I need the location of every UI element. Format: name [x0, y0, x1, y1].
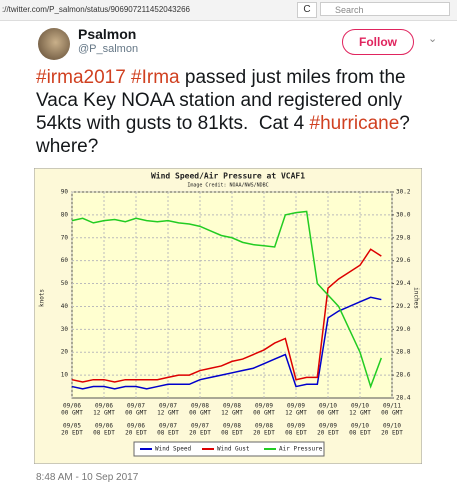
- follow-button[interactable]: Follow: [342, 29, 414, 55]
- hashtag[interactable]: #Irma: [125, 67, 180, 88]
- y-tick-label: 50: [61, 280, 69, 287]
- x-tick-gmt: 00 GMT: [317, 410, 339, 417]
- avatar[interactable]: [38, 28, 70, 60]
- x-tick-label: 09/09: [287, 403, 305, 410]
- user-handle[interactable]: @P_salmon: [78, 43, 139, 55]
- x-tick-edt-time: 08 EDT: [285, 430, 307, 437]
- text-segment: ? where?: [36, 113, 416, 157]
- y2-tick-label: 29.8: [396, 234, 411, 241]
- x-tick-label: 09/07: [159, 403, 177, 410]
- x-tick-edt-date: 09/07: [191, 423, 209, 430]
- x-tick-edt-time: 20 EDT: [317, 430, 339, 437]
- x-tick-gmt: 12 GMT: [157, 410, 179, 417]
- x-tick-label: 09/06: [63, 403, 81, 410]
- x-tick-edt-time: 08 EDT: [157, 430, 179, 437]
- legend-box: [133, 441, 325, 457]
- menu-chevron[interactable]: ⌄: [428, 33, 438, 45]
- series-line: [71, 210, 383, 389]
- x-tick-label: 09/07: [127, 403, 145, 410]
- y-axis-label: knots: [39, 289, 46, 307]
- y2-tick-label: 29.6: [396, 257, 411, 264]
- x-tick-edt-time: 20 EDT: [125, 430, 147, 437]
- chart-subtitle: Image Credit: NOAA/NWS/NDBC: [187, 183, 268, 189]
- timestamp[interactable]: 8:48 AM - 10 Sep 2017: [36, 472, 139, 483]
- plot-area: [71, 191, 393, 399]
- x-tick-gmt: 12 GMT: [221, 410, 243, 417]
- x-tick-edt-time: 20 EDT: [253, 430, 275, 437]
- hashtag[interactable]: #hurricane: [309, 113, 400, 134]
- chart-title: Wind Speed/Air Pressure at VCAF1: [151, 171, 305, 181]
- text-segment: passed just miles from the Vaca Key NOAA…: [36, 67, 411, 134]
- x-tick-edt-date: 09/09: [319, 423, 337, 430]
- x-tick-gmt: 12 GMT: [285, 410, 307, 417]
- x-tick-gmt: 12 GMT: [349, 410, 371, 417]
- x-tick-edt-time: 20 EDT: [61, 430, 83, 437]
- x-tick-label: 09/08: [223, 403, 241, 410]
- legend-label: Wind Speed: [155, 446, 192, 453]
- y-tick-label: 30: [61, 326, 69, 333]
- y2-tick-label: 28.8: [396, 349, 411, 356]
- browser-bar: ://twitter.com/P_salmon/status/906907211…: [0, 0, 457, 21]
- y-tick-label: 90: [61, 189, 69, 196]
- x-tick-edt-date: 09/09: [287, 423, 305, 430]
- x-tick-edt-date: 09/06: [95, 423, 113, 430]
- x-tick-gmt: 12 GMT: [93, 410, 115, 417]
- y-tick-label: 40: [61, 303, 69, 310]
- y2-tick-label: 28.4: [396, 395, 411, 402]
- y-tick-label: 20: [61, 349, 69, 356]
- tweet-text: #irma2017 #Irma passed just miles from t…: [36, 66, 446, 158]
- y2-tick-label: 30.0: [396, 211, 411, 218]
- x-tick-edt-time: 20 EDT: [381, 430, 403, 437]
- x-tick-gmt: 00 GMT: [125, 410, 147, 417]
- search-box[interactable]: Search: [320, 2, 450, 16]
- chart: Wind Speed/Air Pressure at VCAF1 Image C…: [34, 168, 422, 464]
- legend-label: Wind Gust: [217, 446, 250, 453]
- x-tick-label: 09/11: [383, 403, 401, 410]
- x-tick-gmt: 00 GMT: [189, 410, 211, 417]
- y2-tick-label: 29.0: [396, 326, 411, 333]
- x-tick-gmt: 00 GMT: [61, 410, 83, 417]
- x-tick-edt-date: 09/10: [351, 423, 369, 430]
- x-tick-edt-time: 08 EDT: [93, 430, 115, 437]
- y2-tick-label: 29.4: [396, 280, 411, 287]
- y-tick-label: 10: [61, 372, 69, 379]
- x-tick-label: 09/08: [191, 403, 209, 410]
- x-tick-label: 09/06: [95, 403, 113, 410]
- y2-axis-label: inches: [413, 287, 420, 309]
- x-tick-edt-time: 08 EDT: [349, 430, 371, 437]
- user-name[interactable]: Psalmon: [78, 26, 137, 42]
- url[interactable]: ://twitter.com/P_salmon/status/906907211…: [2, 5, 190, 14]
- y2-tick-label: 29.2: [396, 303, 411, 310]
- x-tick-edt-date: 09/08: [255, 423, 273, 430]
- x-tick-edt-time: 20 EDT: [189, 430, 211, 437]
- series-line: [71, 248, 382, 383]
- x-tick-gmt: 00 GMT: [381, 410, 403, 417]
- x-tick-edt-date: 09/05: [63, 423, 81, 430]
- y-tick-label: 70: [61, 234, 69, 241]
- x-tick-edt-date: 09/07: [159, 423, 177, 430]
- series-line: [71, 296, 382, 390]
- legend-label: Air Pressure: [279, 446, 323, 453]
- x-tick-gmt: 00 GMT: [253, 410, 275, 417]
- y2-tick-label: 28.6: [396, 372, 411, 379]
- hashtag[interactable]: #irma2017: [36, 67, 126, 88]
- x-tick-label: 09/09: [255, 403, 273, 410]
- y2-tick-label: 30.2: [396, 189, 411, 196]
- x-tick-edt-date: 09/10: [383, 423, 401, 430]
- x-tick-edt-date: 09/06: [127, 423, 145, 430]
- y-tick-label: 60: [61, 257, 69, 264]
- y-tick-label: 80: [61, 211, 69, 218]
- reload[interactable]: C: [297, 2, 317, 18]
- x-tick-label: 09/10: [351, 403, 369, 410]
- x-tick-edt-date: 09/08: [223, 423, 241, 430]
- x-tick-label: 09/10: [319, 403, 337, 410]
- x-tick-edt-time: 08 EDT: [221, 430, 243, 437]
